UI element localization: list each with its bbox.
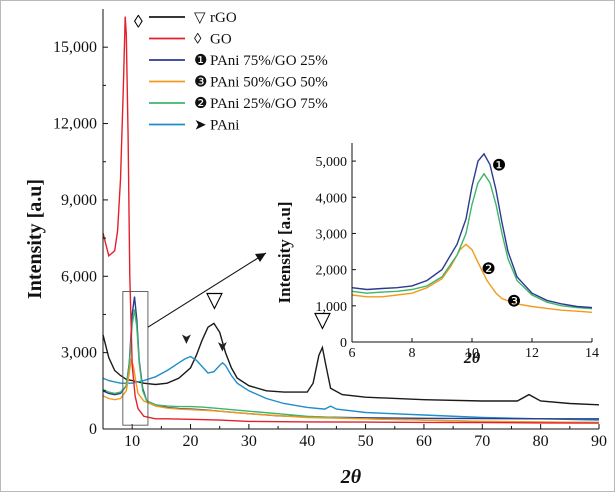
inset-series-line-2 <box>351 243 593 313</box>
inset-y-tick-label: 5,000 <box>316 155 348 170</box>
legend: ▽ rGO ◊ GO❶ PAni 75%/GO 25%❸ PAni 50%/GO 50%❷… <box>149 10 328 134</box>
rgo-peak-marker-2: ▽ <box>314 307 331 332</box>
legend-label-4: PAni 25%/GO 75% <box>210 96 328 112</box>
main-x-tick-label: 20 <box>183 433 199 450</box>
legend-label-5: PAni <box>210 118 239 134</box>
inset-x-label: 2θ <box>463 350 481 367</box>
main-x-tick-label: 30 <box>241 433 257 450</box>
inset-x-tick-label: 12 <box>525 346 539 361</box>
main-x-label: 2θ <box>340 466 362 488</box>
main-peak-markers: ◊ ▽ ▽ ➤ ➤ <box>134 12 331 353</box>
inset-x-tick-label: 8 <box>409 346 416 361</box>
main-y-label: Intensity [a.u] <box>24 179 46 299</box>
main-series-line-3 <box>102 357 600 424</box>
legend-marker-5: ➤ <box>194 118 207 134</box>
inset-background <box>352 143 592 342</box>
legend-marker-0: ▽ <box>194 10 206 26</box>
main-plot-lines <box>102 16 600 424</box>
main-series-line-1 <box>102 16 600 424</box>
zoom-arrow-head <box>255 253 266 262</box>
inset-series-line-1 <box>351 172 593 310</box>
inset-x-tick-label: 6 <box>349 346 356 361</box>
inset-marker-1: ❶ <box>492 158 506 175</box>
inset-y-label: Intensity [a.u] <box>275 201 294 303</box>
inset-y-tick-label: 2,000 <box>316 264 348 279</box>
legend-marker-4: ❷ <box>194 96 207 112</box>
legend-marker-2: ❶ <box>194 53 207 69</box>
main-y-tick-label: 12,000 <box>53 116 97 133</box>
main-series-line-5 <box>102 355 600 421</box>
main-x-tick-label: 50 <box>358 433 374 450</box>
legend-marker-3: ❸ <box>194 75 207 91</box>
pani-peak-marker-2: ➤ <box>214 340 229 352</box>
inset-marker-2: ❷ <box>481 261 495 278</box>
main-y-tick-label: 3,000 <box>61 345 97 362</box>
inset-y-tick-label: 1,000 <box>316 300 348 315</box>
main-x-tick-label: 40 <box>299 433 315 450</box>
legend-label-0: rGO <box>210 10 237 26</box>
inset-marker-3: ❸ <box>507 293 521 310</box>
pani-peak-marker-1: ➤ <box>178 333 193 345</box>
inset-y-tick-label: 3,000 <box>316 227 348 242</box>
main-y-tick-label: 0 <box>89 421 97 438</box>
legend-label-3: PAni 50%/GO 50% <box>210 75 328 91</box>
inset-x-tick-label: 10 <box>465 346 479 361</box>
zoom-arrow <box>147 252 267 328</box>
legend-label-2: PAni 75%/GO 25% <box>210 53 328 69</box>
legend-label-1: GO <box>210 32 232 48</box>
legend-marker-1: ◊ <box>194 32 202 48</box>
rgo-peak-marker-1: ▽ <box>206 287 223 312</box>
inset-series-line-0 <box>351 152 593 309</box>
main-x-tick-label: 80 <box>533 433 549 450</box>
main-x-tick-label: 60 <box>416 433 432 450</box>
inset-plot: 6 8 10 12 14 0 1,000 2,000 3,000 4,000 5,000 2θ Inte… <box>275 143 599 367</box>
inset-y-tick-label: 4,000 <box>316 191 348 206</box>
inset-x-tick-label: 14 <box>585 346 599 361</box>
main-x-tick-label: 70 <box>474 433 490 450</box>
main-y-tick-label: 9,000 <box>61 192 97 209</box>
main-x-tick-label: 90 <box>591 433 607 450</box>
zoom-box <box>122 291 149 426</box>
main-x-tick-label: 10 <box>124 433 140 450</box>
go-peak-marker: ◊ <box>134 12 143 32</box>
main-axes: 10 20 30 40 50 60 70 80 9003,0006,0009,00012,000… <box>24 9 607 488</box>
inset-y-tick-label: 0 <box>340 336 347 351</box>
main-y-tick-label: 15,000 <box>53 39 97 56</box>
main-y-tick-label: 6,000 <box>61 268 97 285</box>
